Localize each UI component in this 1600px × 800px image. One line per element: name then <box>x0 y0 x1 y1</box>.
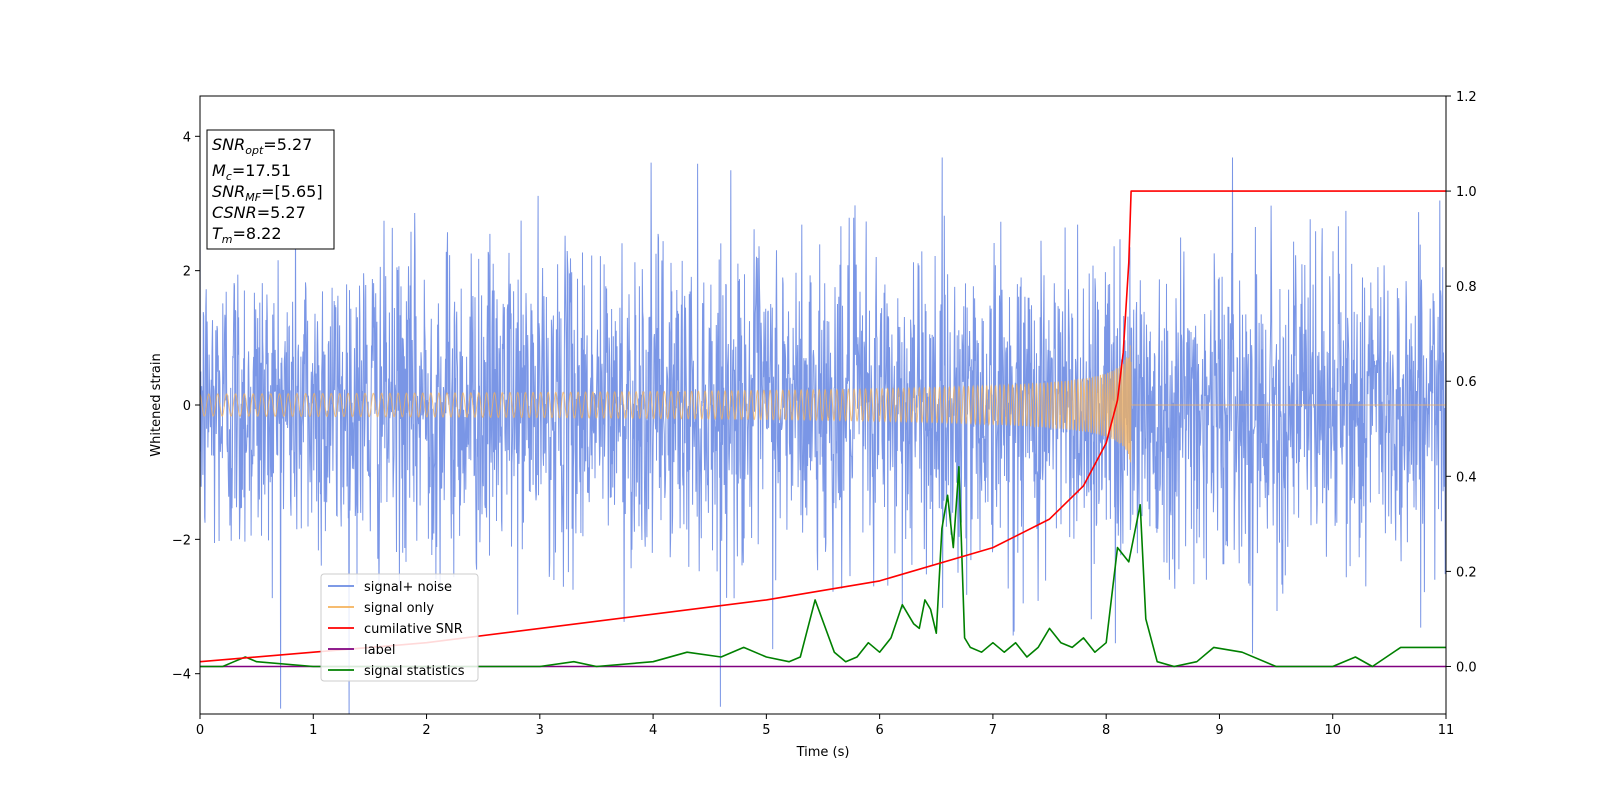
x-tick-label: 7 <box>989 723 997 738</box>
legend: signal+ noise signal only cumilative SNR la… <box>320 573 479 682</box>
x-tick-label: 11 <box>1438 723 1455 738</box>
x-tick-label: 8 <box>1102 723 1110 738</box>
x-tick-label: 3 <box>536 723 544 738</box>
y2-tick-label: 1.0 <box>1456 185 1477 200</box>
y-tick-label: 4 <box>183 130 191 145</box>
y-tick-label: 2 <box>183 265 191 280</box>
x-tick-label: 2 <box>422 723 430 738</box>
series-cumilative-snr <box>200 190 1446 663</box>
info-box-frame <box>206 129 335 250</box>
y2-tick-label: 0.6 <box>1456 375 1477 390</box>
info-line: Mc=17.51 <box>212 161 291 183</box>
legend-frame <box>320 573 479 682</box>
info-line: Tm=8.22 <box>212 224 282 246</box>
x-tick-label: 9 <box>1215 723 1223 738</box>
info-line: CSNR=5.27 <box>212 203 306 222</box>
y-tick-label: −2 <box>172 533 191 548</box>
y2-tick-label: 0.0 <box>1456 660 1477 675</box>
series-signal-noise <box>200 157 1446 714</box>
info-line: SNRMF=[5.65] <box>212 182 323 204</box>
x-axis-ticks: 0 1 2 3 4 5 6 7 8 9 10 11 <box>196 714 1454 738</box>
y2-tick-label: 0.2 <box>1456 565 1477 580</box>
legend-label: signal only <box>364 601 434 616</box>
legend-label: cumilative SNR <box>364 622 463 637</box>
y-axis-label: Whitened strain <box>149 353 164 456</box>
x-axis-label: Time (s) <box>796 745 850 760</box>
y2-tick-label: 1.2 <box>1456 90 1477 105</box>
y-tick-label: −4 <box>172 668 191 683</box>
series-signal-statistics <box>200 466 1446 668</box>
y-axis-ticks: 4 2 0 −2 −4 <box>172 130 200 683</box>
legend-label: signal statistics <box>364 664 465 679</box>
x-tick-label: 1 <box>309 723 317 738</box>
x-tick-label: 4 <box>649 723 657 738</box>
series-signal-only <box>200 345 1446 463</box>
y2-tick-label: 0.8 <box>1456 280 1477 295</box>
x-tick-label: 5 <box>762 723 770 738</box>
info-line: SNRopt=5.27 <box>212 135 312 157</box>
x-tick-label: 6 <box>875 723 883 738</box>
legend-label: signal+ noise <box>364 580 452 595</box>
legend-label: label <box>364 643 395 658</box>
x-tick-label: 10 <box>1324 723 1341 738</box>
info-box: SNRopt=5.27 Mc=17.51SNRMF=[5.65]CSNR=5.27… <box>206 129 335 250</box>
y-tick-label: 0 <box>183 399 191 414</box>
y2-tick-label: 0.4 <box>1456 470 1477 485</box>
x-tick-label: 0 <box>196 723 204 738</box>
y2-axis-ticks: 1.2 1.0 0.8 0.6 0.4 0.2 0.0 <box>1446 90 1477 675</box>
